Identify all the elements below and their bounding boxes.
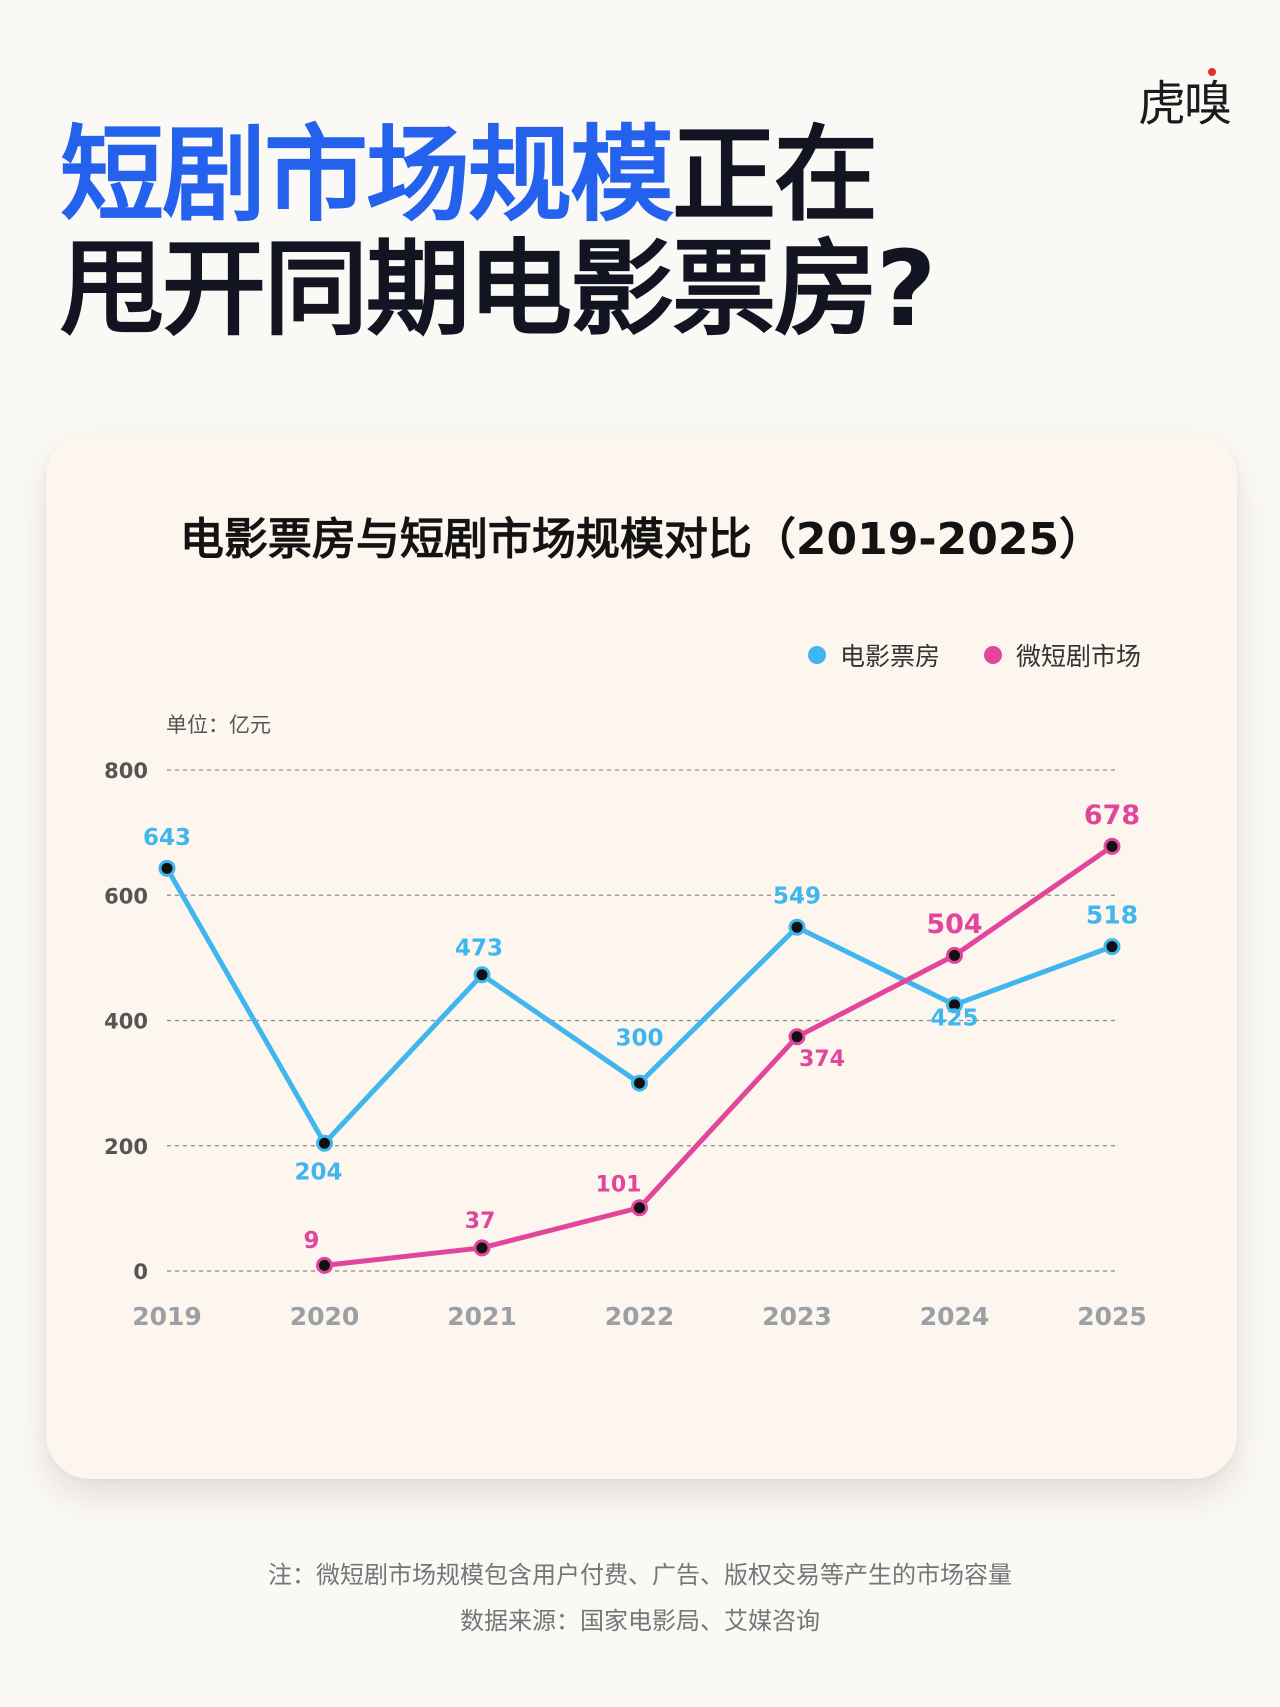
data-label: 643 [143, 825, 191, 851]
legend-label-box-office: 电影票房 [839, 642, 940, 671]
x-tick-label: 2023 [762, 1302, 832, 1331]
y-tick-label: 0 [133, 1260, 148, 1284]
footer-notes: 注：微短剧市场规模包含用户付费、广告、版权交易等产生的市场容量 数据来源：国家电… [0, 1552, 1280, 1644]
data-point [946, 946, 963, 964]
legend-dot-short-drama [983, 646, 1002, 664]
chart-title: 电影票房与短剧市场规模对比（2019-2025） [179, 514, 1104, 565]
legend-dot-box-office [807, 646, 826, 664]
unit-label: 单位：亿元 [166, 713, 271, 737]
x-tick-label: 2021 [447, 1302, 517, 1331]
data-label: 473 [455, 935, 503, 961]
headline-rest: 正在 [672, 114, 878, 236]
data-point [631, 1074, 648, 1092]
series-line-1 [322, 843, 1115, 1268]
y-tick-label: 200 [104, 1135, 148, 1159]
data-point [788, 918, 806, 936]
data-label: 518 [1086, 901, 1138, 930]
data-label: 300 [615, 1026, 663, 1052]
headline-line-2: 甩开同期电影票房? [60, 228, 936, 350]
data-point [473, 966, 491, 984]
logo-dot [1208, 68, 1216, 76]
data-label: 37 [465, 1209, 496, 1234]
footnote: 注：微短剧市场规模包含用户付费、广告、版权交易等产生的市场容量 [268, 1561, 1012, 1589]
x-tick-label: 2024 [920, 1302, 990, 1331]
data-source: 数据来源：国家电影局、艾媒咨询 [460, 1607, 820, 1635]
legend-item-short-drama: 微短剧市场 [983, 637, 1141, 673]
data-label: 425 [930, 1005, 978, 1031]
data-point [473, 1239, 491, 1257]
x-tick-label: 2020 [290, 1302, 360, 1331]
data-point [1103, 837, 1121, 855]
data-point [788, 1028, 806, 1046]
data-point [631, 1199, 648, 1217]
y-tick-label: 600 [104, 884, 148, 908]
data-point [316, 1134, 333, 1152]
data-point [946, 996, 963, 1014]
data-label: 9 [303, 1228, 319, 1254]
y-tick-label: 800 [104, 759, 148, 783]
y-tick-label: 400 [104, 1010, 148, 1034]
data-point [1103, 938, 1121, 956]
x-tick-label: 2022 [605, 1302, 675, 1331]
data-label: 101 [596, 1173, 642, 1198]
headline-accent: 短剧市场规模 [60, 114, 674, 236]
headline-line-1: 短剧市场规模正在 [60, 118, 934, 232]
data-label: 374 [799, 1047, 845, 1072]
data-label: 504 [926, 909, 982, 940]
chart-card: 电影票房与短剧市场规模对比（2019-2025） 电影票房 微短剧市场 单位：亿… [46, 433, 1237, 1479]
x-tick-label: 2019 [132, 1302, 202, 1331]
data-label: 204 [294, 1160, 342, 1186]
legend-label-short-drama: 微短剧市场 [1015, 642, 1141, 671]
data-point [316, 1256, 333, 1274]
x-tick-label: 2025 [1077, 1302, 1147, 1331]
brand-logo: 虎嗅 [1138, 64, 1232, 134]
data-label: 678 [1084, 800, 1140, 831]
line-chart: 0 200 400 600 800 2019 2020 2021 2022 2023 2024 202… [104, 759, 1147, 1331]
data-point [158, 859, 176, 877]
chart-legend: 电影票房 微短剧市场 [807, 637, 1141, 673]
logo-text: 虎嗅 [1137, 76, 1232, 132]
legend-item-box-office: 电影票房 [807, 637, 940, 673]
page-headline: 短剧市场规模正在 甩开同期电影票房? [60, 118, 936, 350]
data-label: 549 [773, 884, 821, 910]
